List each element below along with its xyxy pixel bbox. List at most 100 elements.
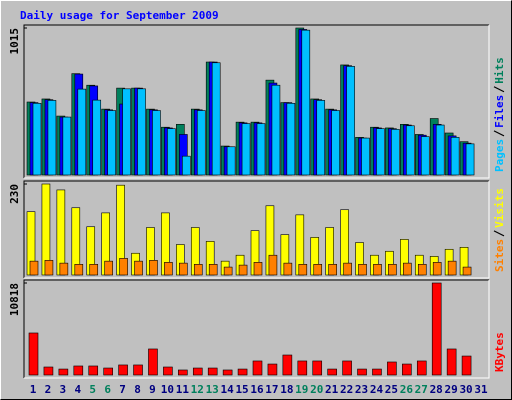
bar: [89, 264, 99, 276]
bar: [461, 355, 472, 376]
bar: [268, 254, 278, 276]
bar: [465, 143, 475, 176]
x-tick-label: 26: [400, 383, 414, 396]
bar: [152, 110, 161, 176]
legend-entry: Pages: [493, 139, 506, 172]
bar: [164, 262, 173, 276]
bar: [372, 368, 382, 376]
x-tick-label: 9: [149, 383, 156, 396]
bar: [301, 29, 311, 176]
panel-bevel-dark: [23, 279, 489, 378]
bar: [282, 354, 293, 376]
bar: [435, 124, 445, 176]
panel-bevel-light: [24, 280, 490, 379]
bar: [450, 137, 460, 176]
bar: [387, 361, 397, 376]
y-tick-label: 1015: [8, 28, 21, 55]
bar: [226, 146, 236, 176]
bar: [193, 264, 203, 276]
x-tick-label: 5: [89, 383, 96, 396]
x-tick-label: 21: [325, 383, 339, 396]
bar: [416, 360, 427, 376]
bar: [256, 123, 266, 176]
x-tick-label: 18: [280, 383, 293, 396]
bar: [237, 368, 248, 376]
bar: [56, 189, 66, 276]
x-tick-label: 31: [474, 383, 488, 396]
bar: [28, 332, 39, 376]
bar: [74, 264, 84, 276]
bar: [331, 110, 340, 176]
legend: Sites Visits: [493, 188, 506, 272]
x-tick-label: 13: [206, 383, 219, 396]
bar: [133, 364, 143, 376]
y-tick-label: 230: [8, 184, 21, 204]
x-tick-label: 22: [340, 383, 353, 396]
bar: [223, 266, 233, 276]
bar: [388, 264, 397, 276]
bar: [252, 360, 263, 376]
bar: [358, 264, 367, 276]
x-tick-label: 14: [221, 383, 235, 396]
bar: [119, 258, 128, 276]
bar: [137, 88, 146, 176]
bar: [432, 262, 442, 276]
legend: Pages Files Hits: [493, 57, 506, 172]
bar: [271, 84, 281, 176]
bar: [104, 260, 113, 276]
bar: [253, 262, 263, 276]
x-tick-label: 4: [74, 383, 81, 396]
bar: [134, 260, 143, 276]
bar: [107, 110, 116, 176]
bar: [361, 137, 370, 176]
bar: [373, 264, 382, 276]
y-tick-label: 10818: [8, 283, 21, 316]
bar: [312, 360, 323, 376]
x-tick-label: 6: [104, 383, 111, 396]
legend-entry: Hits: [493, 57, 506, 84]
bar: [376, 128, 385, 176]
bar: [196, 110, 206, 176]
bar: [122, 88, 131, 176]
bar: [88, 365, 99, 376]
bar: [286, 103, 296, 176]
bar: [62, 116, 72, 176]
bar: [43, 366, 54, 376]
legend-separator: [493, 86, 505, 93]
bar: [298, 264, 308, 276]
bar: [59, 262, 69, 276]
x-tick-label: 7: [119, 383, 126, 396]
x-tick-label: 1: [30, 383, 37, 396]
bar: [403, 262, 412, 276]
x-tick-label: 16: [250, 383, 264, 396]
bar: [92, 99, 102, 176]
legend-entry: Files: [493, 95, 506, 128]
x-tick-label: 8: [134, 383, 141, 396]
bar: [58, 368, 69, 376]
x-tick-label: 23: [355, 383, 368, 396]
bar: [420, 136, 430, 176]
x-tick-label: 2: [45, 383, 52, 396]
bar: [346, 66, 355, 176]
bar: [179, 262, 188, 276]
x-tick-label: 28: [430, 383, 443, 396]
chart-title: Daily usage for September 2009: [20, 9, 219, 22]
legend-entry: KBytes: [493, 332, 506, 372]
bar: [207, 367, 218, 376]
bar: [327, 368, 337, 376]
bar: [182, 155, 191, 176]
bar: [446, 348, 457, 376]
panel-bevel-dark: [23, 24, 489, 178]
bar: [149, 260, 158, 276]
panel-bevel-light: [24, 181, 490, 279]
bar: [313, 264, 323, 276]
panel-bevel-light: [24, 25, 490, 179]
x-tick-label: 19: [295, 383, 308, 396]
bar: [148, 348, 158, 376]
x-tick-label: 20: [310, 383, 323, 396]
bar: [32, 103, 42, 176]
bar: [44, 260, 54, 276]
legend-separator: [493, 130, 505, 137]
bar: [391, 129, 400, 176]
